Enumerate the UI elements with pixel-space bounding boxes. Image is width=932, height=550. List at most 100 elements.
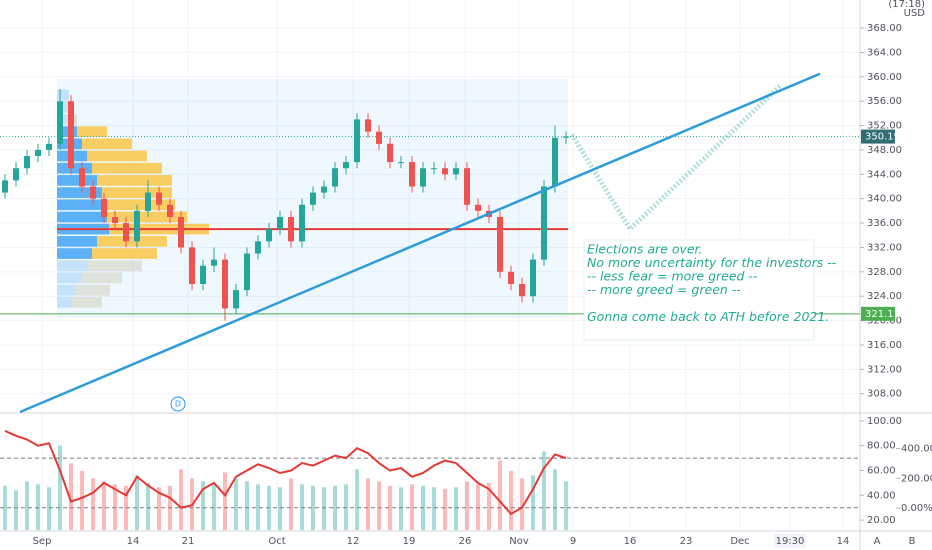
volume-bar (80, 470, 84, 530)
volume-bar (223, 472, 227, 530)
candle-body (244, 253, 250, 291)
volume-bar (542, 451, 546, 530)
y2-tick-label: 0.00% (901, 503, 932, 514)
candle-body (112, 216, 118, 224)
x-tick-label: 12 (347, 536, 360, 547)
volume-bar (168, 485, 172, 530)
x-tick-label: 14 (127, 536, 140, 547)
volume-bar (212, 484, 216, 530)
candle-body (552, 137, 558, 187)
x-tick-label: 14 (837, 536, 850, 547)
axis-button[interactable]: B (909, 536, 916, 547)
volume-bar (487, 482, 491, 530)
candle-body (321, 186, 327, 193)
volume-bar (476, 484, 480, 530)
candle-body (420, 168, 426, 187)
note: Elections are over.No more uncertainty f… (583, 239, 837, 341)
y-tick-label: 324.00 (867, 291, 902, 302)
volume-bar (113, 484, 117, 530)
volume-bar (146, 482, 150, 530)
y-tick-label: 332.00 (867, 242, 902, 253)
candle-body (266, 229, 272, 242)
last-price-label: 350.19 (865, 132, 900, 143)
volume-bar (355, 469, 359, 530)
osc-tick-label: 60.00 (867, 466, 896, 477)
axis-button[interactable]: A (874, 536, 881, 547)
candle-body (13, 168, 19, 181)
volume-bar (124, 485, 128, 530)
candle-body (123, 223, 129, 242)
candle-body (101, 198, 107, 217)
candle-body (365, 119, 371, 132)
volume-bar (498, 460, 502, 530)
profile-up (57, 162, 92, 174)
volume-bar (377, 481, 381, 530)
volume-bar (410, 484, 414, 530)
candle-body (233, 290, 239, 309)
profile-down (92, 248, 157, 259)
x-tick-label: Oct (268, 536, 285, 547)
volume-bar (520, 478, 524, 530)
candle-body (189, 247, 195, 285)
volume-bar (443, 488, 447, 530)
volume-bar (322, 487, 326, 530)
volume-bar (454, 487, 458, 530)
volume-bar (399, 487, 403, 530)
candle-body (431, 168, 437, 170)
profile-down (102, 187, 172, 198)
x-tick-label: 19 (403, 536, 416, 547)
y-tick-label: 312.00 (867, 364, 902, 375)
osc-tick-label: 100.00 (867, 416, 902, 427)
profile-up (57, 296, 72, 308)
candle-body (387, 143, 393, 163)
candle-body (68, 101, 74, 169)
volume-bar (256, 484, 260, 530)
last-price-box (861, 129, 895, 144)
volume-bar (421, 485, 425, 530)
candle-body (519, 284, 525, 297)
note-line: No more uncertainty for the investors -- (587, 255, 837, 270)
profile-down (107, 211, 187, 223)
volume-bar (36, 484, 40, 530)
profile-down (82, 138, 132, 150)
volume-bar (58, 445, 62, 530)
time-label: (17:18) (888, 0, 925, 10)
volume-bar (388, 485, 392, 530)
candle-body (332, 168, 338, 187)
volume-bar (3, 485, 7, 530)
y-tick-label: 308.00 (867, 389, 902, 400)
profile-down (87, 260, 142, 272)
volume-bar (465, 481, 469, 530)
y-tick-label: 320.00 (867, 316, 902, 327)
volume-bar (344, 484, 348, 530)
candle-body (35, 149, 41, 157)
volume-bar (234, 478, 238, 530)
candle-body (563, 136, 569, 138)
profile-down (77, 126, 107, 137)
event-marker (170, 396, 186, 412)
x-tick-label: 16 (624, 536, 637, 547)
profile-up (57, 236, 97, 247)
candle-body (277, 216, 283, 230)
x-tick-label: Nov (509, 536, 529, 547)
x-tick-label: 21 (182, 536, 195, 547)
projection-path (569, 84, 782, 234)
candle-body (464, 168, 470, 205)
osc-tick-label: 80.00 (867, 441, 896, 452)
x-tick-label: 26 (459, 536, 472, 547)
candle-body (211, 259, 217, 266)
y-tick-label: 328.00 (867, 267, 902, 278)
candle-body (200, 265, 206, 285)
volume-bar (91, 478, 95, 530)
volume-bar (300, 484, 304, 530)
osc-tick-label: 20.00 (867, 515, 896, 526)
candle-body (222, 259, 228, 309)
candle-body (79, 168, 85, 187)
candle-body (310, 192, 316, 205)
profile-down (87, 150, 147, 162)
candle-body (46, 143, 52, 150)
y2-tick-label: 400.00% (901, 443, 932, 454)
profile-up (57, 175, 97, 186)
candle-body (2, 180, 8, 193)
